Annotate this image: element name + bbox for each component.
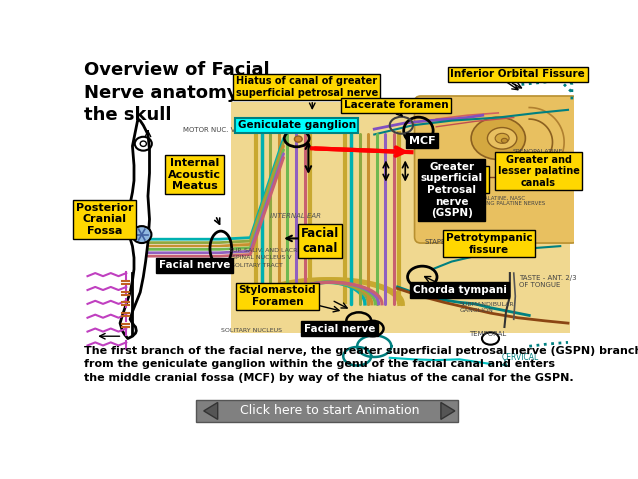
Text: Pterygoid
canal: Pterygoid canal	[429, 168, 487, 190]
Text: TEMPORAL: TEMPORAL	[469, 331, 506, 337]
Text: MCF: MCF	[409, 136, 436, 146]
Text: SPINAL NUCLEUS V: SPINAL NUCLEUS V	[232, 255, 292, 260]
Text: TASTE - ANT. 2/3
OF TONGUE: TASTE - ANT. 2/3 OF TONGUE	[519, 275, 577, 288]
Text: Internal
Acoustic
Meatus: Internal Acoustic Meatus	[168, 158, 221, 191]
FancyBboxPatch shape	[196, 400, 458, 422]
Ellipse shape	[495, 133, 509, 143]
Text: SOLITARY NUCLEUS: SOLITARY NUCLEUS	[221, 329, 282, 333]
Text: SUP. SALIV. AND LACR. NUC.: SUP. SALIV. AND LACR. NUC.	[228, 248, 316, 252]
Text: Facial nerve: Facial nerve	[159, 261, 230, 270]
Text: STAPEDIAL: STAPEDIAL	[425, 239, 462, 245]
Text: Hiatus of canal of greater
superficial petrosal nerve: Hiatus of canal of greater superficial p…	[235, 76, 378, 98]
Text: SPENOPHALATINE, NASC
DESCENDING PALATINE NERVES: SPENOPHALATINE, NASC DESCENDING PALATINE…	[458, 195, 545, 206]
Text: MOTOR NUC. VII: MOTOR NUC. VII	[183, 127, 239, 133]
Text: Posterior
Cranial
Fossa: Posterior Cranial Fossa	[76, 203, 133, 236]
Ellipse shape	[487, 127, 517, 149]
Text: Geniculate ganglion: Geniculate ganglion	[238, 120, 356, 130]
Text: Click here to start Animation: Click here to start Animation	[239, 404, 419, 417]
Ellipse shape	[132, 226, 151, 243]
Text: The first branch of the facial nerve, the greater superficial petrosal nerve (GS: The first branch of the facial nerve, th…	[84, 346, 638, 383]
Ellipse shape	[294, 136, 302, 142]
Text: Lacerate foramen: Lacerate foramen	[344, 100, 449, 110]
Text: CERVICAL: CERVICAL	[502, 353, 539, 362]
Text: LINGUAL N.: LINGUAL N.	[467, 253, 507, 259]
Text: Greater
superficial
Petrosal
nerve
(GSPN): Greater superficial Petrosal nerve (GSPN…	[420, 162, 483, 218]
Text: SOLITARY TRACT: SOLITARY TRACT	[231, 263, 283, 268]
Ellipse shape	[501, 138, 508, 143]
Text: Chorda tympani: Chorda tympani	[413, 285, 507, 295]
Text: Petrotympanic
fissure: Petrotympanic fissure	[445, 233, 532, 255]
Text: Greater and
lesser palatine
canals: Greater and lesser palatine canals	[498, 155, 579, 188]
Text: Facial
canal: Facial canal	[301, 227, 339, 255]
Ellipse shape	[471, 117, 525, 160]
Polygon shape	[204, 402, 218, 420]
Polygon shape	[441, 402, 455, 420]
Text: SPENOPALATINE
GANGLION: SPENOPALATINE GANGLION	[512, 149, 563, 160]
FancyBboxPatch shape	[415, 96, 578, 243]
FancyBboxPatch shape	[231, 102, 570, 333]
Text: Facial nerve: Facial nerve	[304, 323, 375, 333]
Text: Overview of Facial
Nerve anatomy in
the skull: Overview of Facial Nerve anatomy in the …	[84, 61, 269, 124]
Text: INTERNAL EAR: INTERNAL EAR	[270, 213, 321, 218]
Text: Stylomastoid
Foramen: Stylomastoid Foramen	[239, 285, 316, 307]
Text: Inferior Orbital Fissure: Inferior Orbital Fissure	[450, 69, 585, 80]
Text: SUBMANDIBULAR
GANGLION: SUBMANDIBULAR GANGLION	[459, 302, 514, 313]
